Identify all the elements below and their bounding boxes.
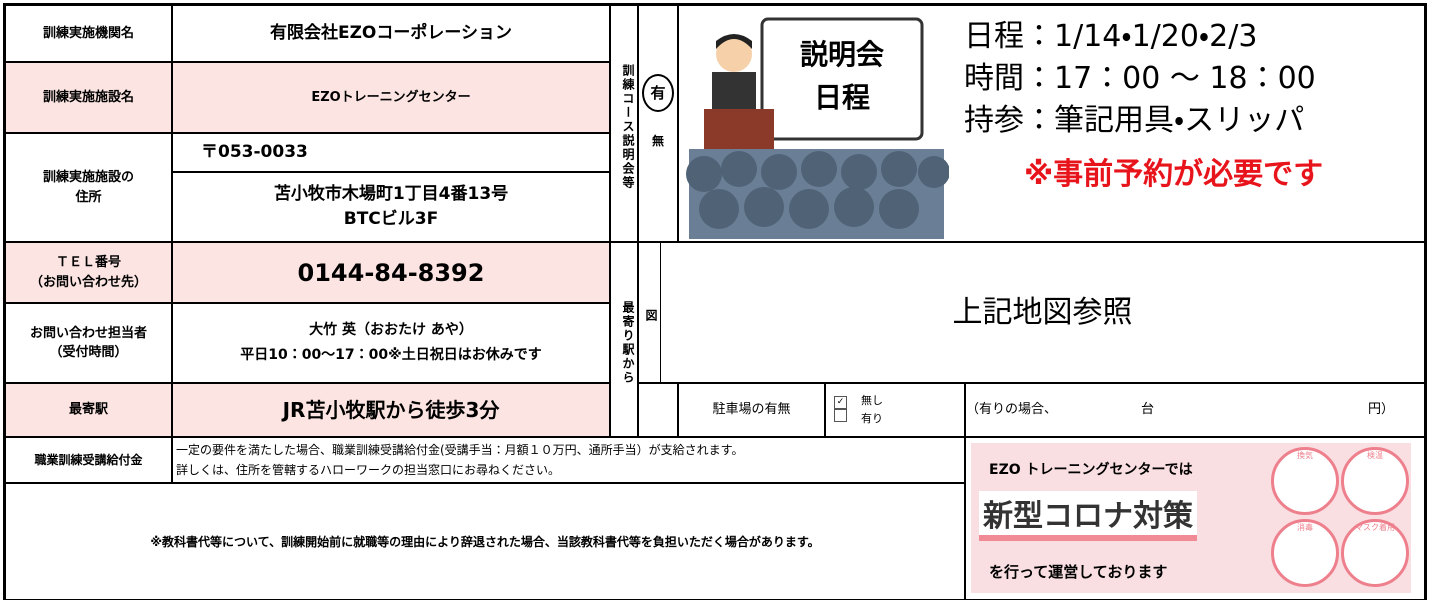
icons: 換気 検温 消毒 マスク着用 <box>1271 447 1411 593</box>
value: 有限会社EZOコーポレーション <box>269 22 513 43</box>
access-label: 最寄り駅から <box>610 242 638 437</box>
no-option: 無 <box>651 134 664 148</box>
icon: 換気 <box>1271 447 1339 515</box>
schedule-block: 日程：1/14・1/20・2/3 時間：17：00 ～ 18：00 持参：筆記用… <box>964 16 1323 196</box>
session-label: 訓練コース説明会等 <box>610 5 638 242</box>
detail-text: 台 <box>1140 402 1154 418</box>
session-cell: 説明会 日程 日程：1/14・1/20・2/3 時間：17：00 ～ 18：00… <box>678 5 1425 242</box>
value-cell: 大竹 英（おおたけ あや） 平日10：00～17：00※土日祝日はお休みです <box>172 303 610 383</box>
label: 最寄駅 <box>68 402 108 418</box>
label-cell: 最寄駅 <box>5 383 172 437</box>
notice: ※教科書代等について、訓練開始前に就職等の理由により辞退された場合、当該教科書代… <box>5 483 965 600</box>
value-cell: 0144-84-8392 <box>172 242 610 303</box>
value-cell: EZOトレーニングセンター <box>172 62 610 133</box>
label-cell: お問い合わせ担当者 （受付時間） <box>5 303 172 383</box>
checkbox <box>834 409 847 422</box>
value-cell: JR苫小牧駅から徒歩3分 <box>172 383 610 437</box>
bring: 持参：筆記用具・スリッパ <box>964 103 1305 138</box>
corona-banner: EZO トレーニングセンターでは 新型コロナ対策 を行って運営しております 換気… <box>971 443 1411 593</box>
icon: 検温 <box>1341 447 1409 515</box>
icon: マスク着用 <box>1341 519 1409 587</box>
label: ＴＥＬ番号 <box>55 255 121 270</box>
value: 大竹 英（おおたけ あや） <box>309 321 473 338</box>
label: 職業訓練受講給付金 <box>34 453 143 467</box>
label: 訓練実施施設名 <box>42 89 134 105</box>
value-cell: 有限会社EZOコーポレーション <box>172 5 610 62</box>
option-text: 有り <box>861 412 883 425</box>
board-text: 説明会 <box>800 38 884 71</box>
label-cell: ＴＥＬ番号 （お問い合わせ先） <box>5 242 172 303</box>
corona-lead: EZO トレーニングセンターでは <box>989 462 1193 478</box>
option: 有り <box>834 409 883 428</box>
label: （受付時間） <box>49 345 128 360</box>
value-cell: 苫小牧市木場町1丁目4番13号 BTCビル3F <box>172 172 610 242</box>
value: 平日10：00～17：00※土日祝日はお休みです <box>240 347 542 363</box>
value-cell: 〒053-0033 <box>172 133 610 172</box>
parking-label: 駐車場の有無 <box>678 383 825 437</box>
access-cell: 上記地図参照 <box>660 242 1425 383</box>
yes-no-cell: 有 無 <box>638 5 678 242</box>
notice-text: ※教科書代等について、訓練開始前に就職等の理由により辞退された場合、当該教科書代… <box>150 534 820 549</box>
value: BTCビル3F <box>343 209 439 229</box>
label: 駐車場の有無 <box>712 402 791 418</box>
value: 0144-84-8392 <box>297 258 485 287</box>
corona-cell: EZO トレーニングセンターでは 新型コロナ対策 を行って運営しております 換気… <box>965 437 1425 600</box>
parking-options: ✓ 無し 有り <box>825 383 965 437</box>
detail-text: 円） <box>1367 402 1394 418</box>
value: 苫小牧市木場町1丁目4番13号 <box>273 183 509 204</box>
option-text: 無し <box>861 393 883 407</box>
label-cell: 訓練実施施設の 住所 <box>5 133 172 242</box>
illustration: 説明会 日程 <box>686 17 949 239</box>
icon: 消毒 <box>1271 519 1339 587</box>
label: （お問い合わせ先） <box>29 274 147 290</box>
access-label: 図 <box>638 242 660 383</box>
blank-cell <box>638 383 678 437</box>
checkbox: ✓ <box>834 395 847 409</box>
time: 時間：17：00 ～ 18：00 <box>964 61 1316 96</box>
schedule: 日程：1/14・1/20・2/3 <box>964 19 1258 54</box>
corona-tail: を行って運営しております <box>989 563 1168 581</box>
label-cell: 訓練実施機関名 <box>5 5 172 62</box>
parking-detail: （有りの場合、 台 円） <box>965 383 1425 437</box>
access-text: 上記地図参照 <box>952 295 1133 330</box>
option: ✓ 無し <box>834 393 883 410</box>
label: 訓練実施施設の <box>42 170 134 185</box>
benefit-text: 一定の要件を満たした場合、職業訓練受講給付金(受講手当：月額１０万円、通所手当）… <box>172 437 965 483</box>
text: 詳しくは、住所を管轄するハローワークの担当窓口にお尋ねください。 <box>176 463 561 477</box>
board-text: 日程 <box>814 81 870 114</box>
value: EZOトレーニングセンター <box>311 89 471 105</box>
label: お問い合わせ担当者 <box>29 325 147 341</box>
value: JR苫小牧駅から徒歩3分 <box>282 398 500 422</box>
benefit-label: 職業訓練受講給付金 <box>5 437 172 483</box>
detail-text: （有りの場合、 <box>966 402 1058 418</box>
label-cell: 訓練実施施設名 <box>5 62 172 133</box>
yes-option: 有 <box>642 74 674 112</box>
label: 住所 <box>75 189 102 205</box>
corona-title: 新型コロナ対策 <box>979 491 1197 541</box>
text: 一定の要件を満たした場合、職業訓練受講給付金(受講手当：月額１０万円、通所手当）… <box>176 442 744 457</box>
label: 訓練実施機関名 <box>42 25 134 41</box>
reservation-note: ※事前予約が必要です <box>1024 157 1324 192</box>
value: 〒053-0033 <box>201 141 308 162</box>
